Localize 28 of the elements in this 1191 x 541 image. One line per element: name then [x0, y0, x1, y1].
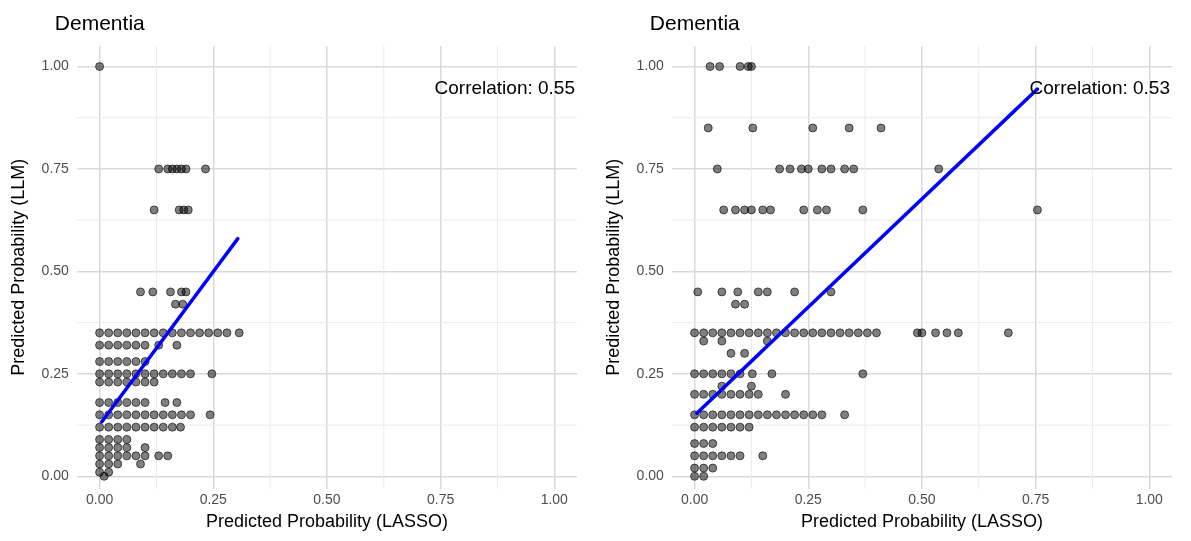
annotation: Correlation: 0.55: [434, 77, 575, 99]
x-axis-title: Predicted Probability (LASSO): [205, 511, 448, 532]
x-tick-label: 1.00: [1135, 490, 1164, 507]
y-tick-label: 0.75: [636, 159, 665, 176]
chart-title: Dementia: [54, 10, 146, 34]
y-tick-label: 0.25: [636, 364, 665, 381]
x-tick-label: 0.00: [680, 490, 709, 507]
y-tick-label: 0.50: [41, 262, 70, 279]
annotation: Correlation: 0.53: [1029, 77, 1170, 99]
y-tick-label: 0.50: [636, 262, 665, 279]
x-axis-title: Predicted Probability (LASSO): [800, 511, 1043, 532]
x-tick-label: 0.50: [908, 490, 936, 507]
y-axis-title: Predicted Probability (LLM): [602, 158, 623, 376]
y-tick-label: 1.00: [636, 57, 665, 74]
x-tick-label: 1.00: [540, 490, 569, 507]
x-tick-label: 0.75: [426, 490, 455, 507]
y-axis-title: Predicted Probability (LLM): [7, 158, 28, 376]
x-tick-label: 0.25: [199, 490, 228, 507]
x-tick-label: 0.00: [85, 490, 114, 507]
y-tick-label: 0.00: [41, 467, 70, 484]
y-tick-label: 0.00: [636, 467, 665, 484]
x-tick-label: 0.50: [313, 490, 341, 507]
y-tick-label: 1.00: [41, 57, 70, 74]
y-tick-label: 0.75: [41, 159, 70, 176]
x-tick-label: 0.25: [794, 490, 823, 507]
chart-title: Dementia: [649, 10, 741, 34]
x-tick-label: 0.75: [1021, 490, 1050, 507]
y-tick-label: 0.25: [41, 364, 70, 381]
